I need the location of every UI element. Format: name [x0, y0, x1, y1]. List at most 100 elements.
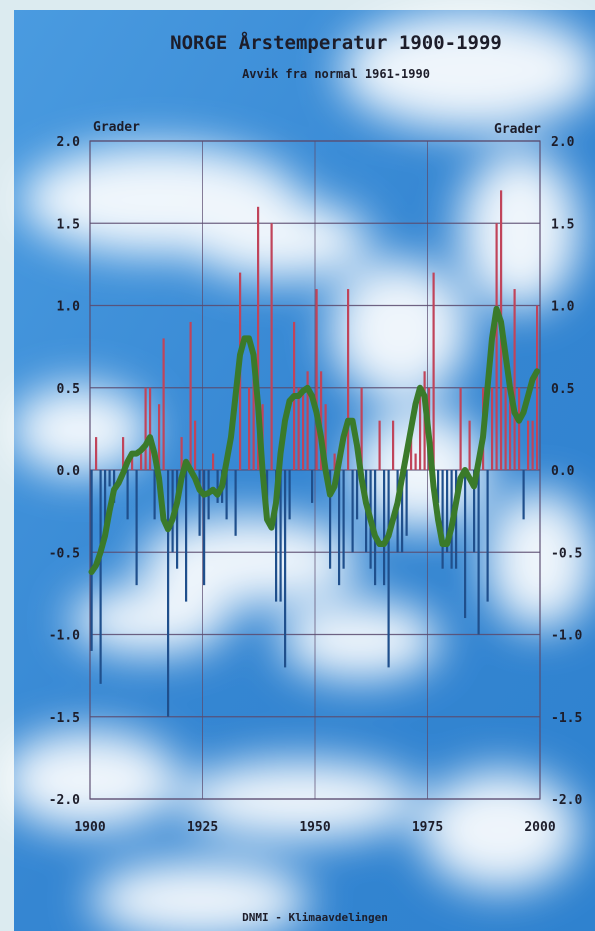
y-tick-label-right: 0.5: [551, 382, 574, 397]
y-ticks-left: 2.0 1.5 1.0 0.5 0.0 -0.5 -1.0 -1.5 -2.0: [49, 135, 80, 808]
bar-1946: [297, 387, 300, 470]
x-tick-label: 1975: [412, 820, 443, 835]
bar-1916: [162, 338, 165, 470]
bar-1960: [360, 387, 363, 470]
bar-1970: [405, 470, 408, 536]
bar-1900: [90, 470, 93, 651]
bar-1979: [446, 470, 449, 553]
bar-1990: [495, 223, 498, 470]
bar-1901: [95, 437, 98, 470]
bar-1942: [279, 470, 282, 602]
bar-1994: [513, 289, 516, 470]
bar-1923: [194, 420, 197, 470]
y-tick-label-left: 0.5: [57, 382, 80, 397]
bar-1966: [387, 470, 390, 668]
bar-1919: [176, 470, 179, 569]
bar-1903: [104, 470, 107, 536]
bar-1955: [338, 470, 341, 586]
y-ticks-right: 2.0 1.5 1.0 0.5 0.0 -0.5 -1.0 -1.5 -2.0: [551, 135, 582, 808]
bar-1964: [378, 420, 381, 470]
bar-1965: [383, 470, 386, 586]
bar-1999: [536, 305, 539, 470]
bar-1972: [414, 453, 417, 470]
y-tick-label-left: -1.5: [49, 711, 80, 726]
bar-1910: [135, 470, 138, 586]
bar-1950: [315, 289, 318, 470]
bar-1924: [198, 470, 201, 536]
bar-1977: [437, 470, 440, 503]
y-tick-label-left: 1.0: [57, 300, 81, 315]
y-tick-label-right: 1.5: [551, 217, 574, 232]
y-tick-label-left: -2.0: [49, 793, 80, 808]
bar-1978: [441, 470, 444, 569]
bar-1967: [392, 420, 395, 470]
y-tick-label-right: 0.0: [551, 464, 575, 479]
bar-1947: [302, 387, 305, 470]
y-axis-label-left: Grader: [93, 120, 140, 135]
bar-1908: [126, 470, 129, 520]
bar-1921: [185, 470, 188, 602]
x-tick-label: 1950: [299, 820, 330, 835]
bar-1904: [108, 470, 111, 487]
bar-1948: [306, 371, 309, 470]
bar-1983: [464, 470, 467, 619]
bar-1971: [410, 420, 413, 470]
bar-1925: [203, 470, 206, 586]
y-tick-label-left: -1.0: [49, 629, 80, 644]
bar-1985: [473, 470, 476, 553]
bar-1982: [459, 387, 462, 470]
bar-1981: [455, 470, 458, 569]
bar-1932: [234, 470, 237, 536]
bar-1930: [225, 470, 228, 520]
plot-frame: [89, 140, 541, 800]
y-tick-label-left: 1.5: [57, 217, 80, 232]
bar-1988: [486, 470, 489, 602]
x-tick-label: 1925: [187, 820, 218, 835]
bar-1914: [153, 470, 156, 520]
bar-1954: [333, 453, 336, 470]
bar-1911: [140, 453, 143, 470]
bar-1993: [509, 387, 512, 470]
bar-1927: [212, 453, 215, 470]
bar-1928: [216, 470, 219, 503]
chart-subtitle: Avvik fra normal 1961-1990: [242, 67, 430, 81]
bar-1986: [477, 470, 480, 635]
bar-1976: [432, 272, 435, 470]
bar-1998: [531, 420, 534, 470]
bar-1913: [149, 387, 152, 470]
gridlines: [89, 140, 541, 800]
bar-1917: [167, 470, 170, 717]
bar-1937: [257, 206, 260, 471]
bar-1959: [356, 470, 359, 520]
bar-1944: [288, 470, 291, 520]
y-tick-label-right: -1.5: [551, 711, 582, 726]
y-tick-label-left: 2.0: [57, 135, 81, 150]
bar-1957: [347, 289, 350, 470]
y-tick-label-right: -1.0: [551, 629, 582, 644]
trend-line: [88, 305, 540, 575]
bar-1995: [518, 387, 521, 470]
x-ticks: 1900 1925 1950 1975 2000: [74, 820, 555, 835]
bar-1940: [270, 223, 273, 470]
y-tick-label-left: 0.0: [57, 464, 81, 479]
bar-1956: [342, 470, 345, 569]
bar-1909: [131, 453, 134, 470]
bar-1951: [320, 371, 323, 470]
y-tick-label-right: -2.0: [551, 793, 582, 808]
y-tick-label-right: 1.0: [551, 300, 575, 315]
bar-1907: [122, 437, 125, 470]
bar-1992: [504, 387, 507, 470]
y-tick-label-left: -0.5: [49, 546, 80, 561]
bar-1902: [99, 470, 102, 684]
x-tick-label: 2000: [524, 820, 555, 835]
bar-1922: [189, 321, 192, 470]
y-tick-label-right: 2.0: [551, 135, 575, 150]
bar-1943: [284, 470, 287, 668]
bar-1915: [158, 404, 161, 470]
bar-1936: [252, 371, 255, 470]
bar-1953: [329, 470, 332, 569]
y-tick-label-right: -0.5: [551, 546, 582, 561]
bar-1935: [248, 387, 251, 470]
bar-1997: [527, 420, 530, 470]
bar-1941: [275, 470, 278, 602]
